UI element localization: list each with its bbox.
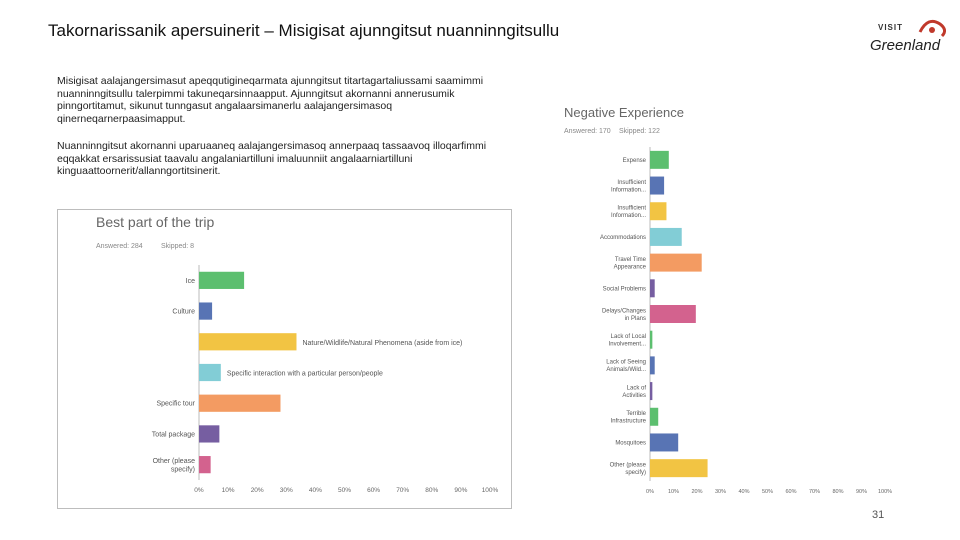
x-tick-label: 10% — [222, 487, 235, 494]
page-number: 31 — [872, 509, 885, 521]
category-label: Lack of Seeing Animals/Wild... — [606, 360, 646, 374]
bar-2 — [650, 176, 665, 195]
bar-4 — [650, 227, 682, 246]
x-tick-label: 0% — [646, 489, 654, 495]
x-tick-label: 10% — [668, 489, 679, 495]
bar-13 — [650, 459, 708, 478]
paragraph-negative: Nuanninngitsut akornanni uparuaaneq aala… — [57, 140, 487, 177]
bar-6 — [199, 425, 220, 443]
bar-9 — [650, 356, 655, 375]
x-tick-label: 60% — [785, 489, 796, 495]
x-tick-label: 90% — [856, 489, 867, 495]
visit-greenland-logo: VISIT Greenland — [870, 19, 947, 54]
category-label: Culture — [172, 309, 195, 316]
negative-experience-chart: Negative Experience Answered: 170 Skipped:… — [533, 100, 895, 500]
category-label: Other (please specify) — [153, 458, 196, 474]
x-tick-label: 70% — [809, 489, 820, 495]
bar-8 — [650, 330, 653, 349]
skipped-label: Skipped: 8 — [161, 243, 194, 250]
x-tick-label: 30% — [280, 487, 293, 494]
x-tick-label: 100% — [482, 487, 499, 494]
category-label: Mosquitoes — [615, 441, 646, 447]
x-tick-label: 40% — [309, 487, 322, 494]
bar-4 — [199, 363, 221, 382]
category-label: Insufficient Information... — [611, 180, 646, 194]
slide-title: Takornarissanik apersuinerit – Misigisat… — [48, 21, 560, 40]
chart-title: Best part of the trip — [96, 214, 214, 230]
best-part-chart-svg: Best part of the trip Answered: 284 Skippe… — [96, 214, 499, 494]
bar-12 — [650, 433, 679, 452]
x-tick-label: 30% — [715, 489, 726, 495]
answered-label: Answered: 170 — [564, 128, 611, 135]
category-label: Specific tour — [156, 401, 195, 408]
bar-3 — [199, 333, 297, 351]
bar-3 — [650, 202, 667, 221]
best-part-chart: Best part of the trip Answered: 284 Skippe… — [57, 209, 512, 509]
category-label: Lack of Activities — [622, 385, 646, 399]
category-label: Other (please specify) — [610, 463, 647, 477]
bar-10 — [650, 382, 653, 401]
x-tick-label: 50% — [338, 487, 351, 494]
bar-7 — [199, 456, 211, 474]
x-tick-label: 60% — [367, 487, 380, 494]
category-label: Lack of Local Involvement... — [609, 334, 647, 348]
category-label: Expense — [623, 158, 647, 164]
logo-visit-text: VISIT — [878, 23, 903, 32]
category-label: Nature/Wildlife/Natural Phenomena (aside… — [302, 340, 462, 347]
x-tick-label: 70% — [396, 487, 409, 494]
x-tick-label: 90% — [454, 487, 467, 494]
skipped-label: Skipped: 122 — [619, 128, 660, 135]
negative-experience-chart-svg: Negative Experience Answered: 170 Skipped:… — [564, 105, 892, 495]
bar-1 — [650, 150, 669, 169]
category-label: Accommodations — [600, 235, 646, 241]
paragraph-best-part: Misigisat aalajangersimasut apeqqutigine… — [57, 75, 484, 125]
x-tick-label: 80% — [425, 487, 438, 494]
category-label: Total package — [152, 431, 195, 438]
x-tick-label: 80% — [832, 489, 843, 495]
bar-5 — [199, 394, 281, 412]
answered-label: Answered: 284 — [96, 243, 143, 250]
category-label: Travel Time Appearance — [614, 257, 647, 271]
bar-2 — [199, 302, 213, 320]
bar-1 — [199, 271, 245, 289]
category-label: Social Problems — [603, 286, 646, 292]
category-label: Delays/Changes in Plans — [602, 308, 646, 322]
x-tick-label: 100% — [878, 489, 892, 495]
x-tick-label: 40% — [738, 489, 749, 495]
category-label: Insufficient Information... — [611, 206, 646, 220]
category-label: Ice — [186, 278, 195, 285]
x-tick-label: 20% — [691, 489, 702, 495]
chart-title: Negative Experience — [564, 105, 684, 120]
x-tick-label: 20% — [251, 487, 264, 494]
logo-greenland-text: Greenland — [870, 37, 941, 54]
x-tick-label: 50% — [762, 489, 773, 495]
bar-6 — [650, 279, 655, 298]
bar-11 — [650, 407, 659, 426]
category-label: Terrible Infrastructure — [611, 411, 647, 425]
bar-7 — [650, 305, 696, 323]
category-label: Specific interaction with a particular p… — [227, 371, 383, 378]
x-tick-label: 0% — [194, 487, 204, 494]
bar-5 — [650, 253, 702, 272]
